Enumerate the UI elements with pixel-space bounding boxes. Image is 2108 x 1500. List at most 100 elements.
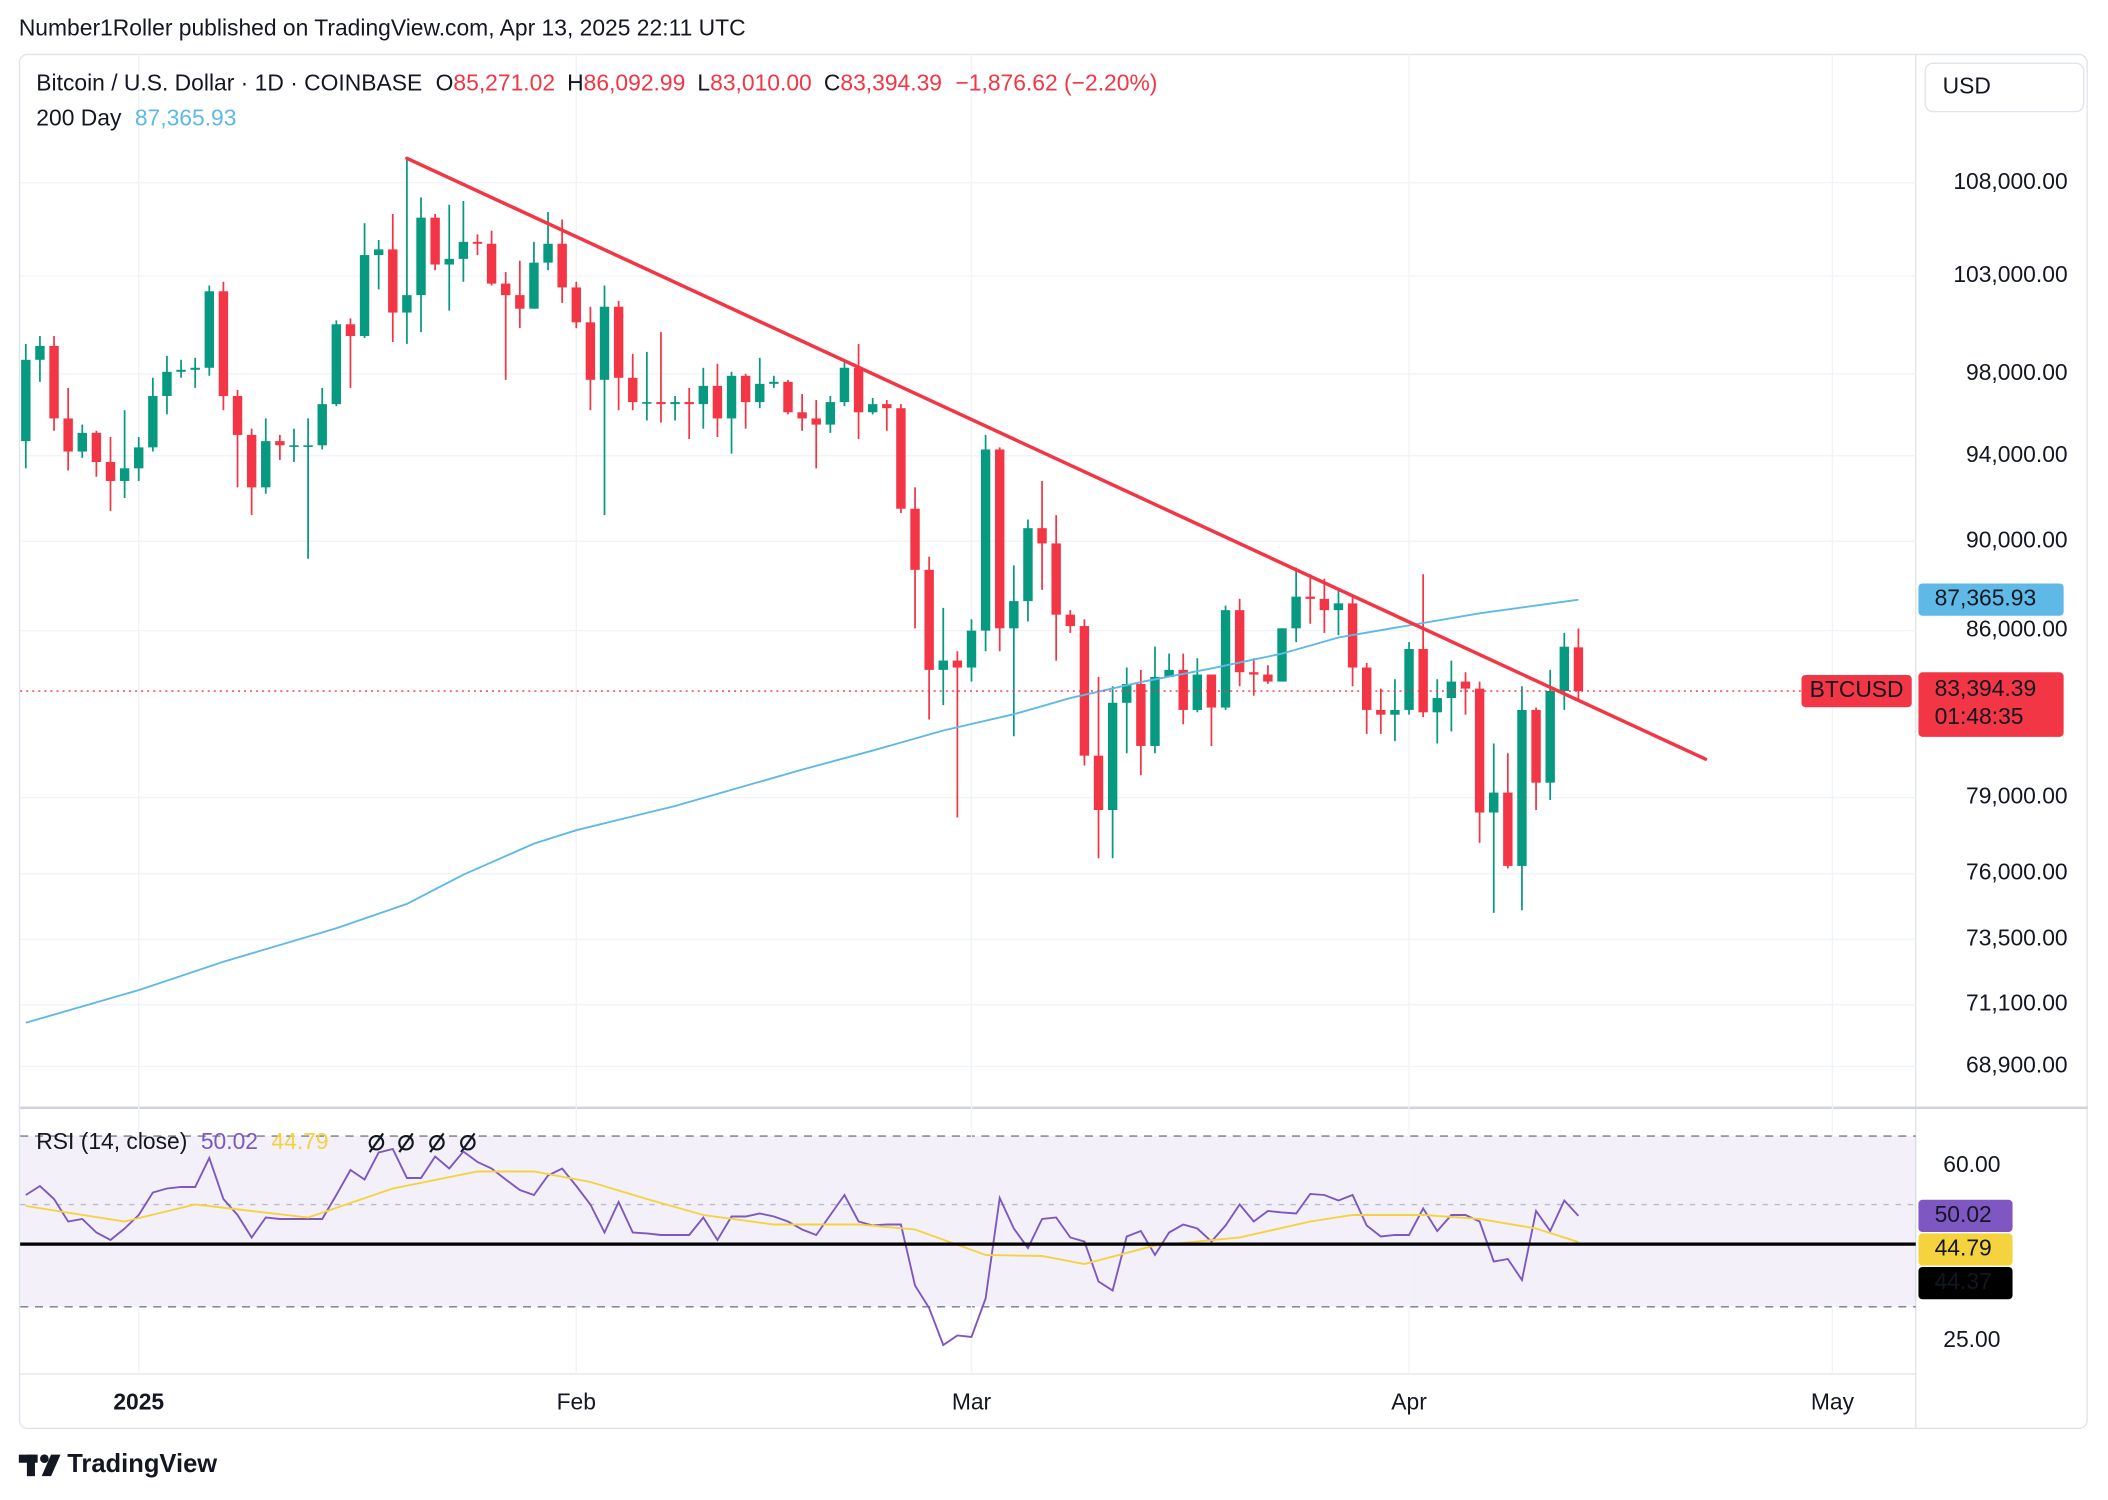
y-tick-label: 98,000.00 xyxy=(1966,359,2068,385)
candle-body xyxy=(712,385,723,419)
candle-body xyxy=(910,508,920,570)
indicator-icons xyxy=(368,1132,476,1153)
candle-body xyxy=(1178,669,1188,710)
candle-body xyxy=(1263,674,1273,682)
candle-body xyxy=(1206,674,1217,708)
candle-body xyxy=(924,569,934,670)
candle-body xyxy=(1418,648,1428,713)
rsi-tick-label: 60.00 xyxy=(1943,1151,2000,1177)
ohlc-key: C xyxy=(824,70,841,96)
ma-legend: 200 Day 87,365.93 xyxy=(36,105,236,131)
candle-body xyxy=(1023,528,1033,602)
candle-body xyxy=(853,367,864,413)
candle-body xyxy=(21,359,31,442)
candle-body xyxy=(91,432,102,463)
candle-body xyxy=(1192,674,1203,710)
moving-average-line xyxy=(25,598,1579,1024)
countdown-label: 01:48:35 xyxy=(1935,703,2024,729)
rsi-legend: RSI (14, close) 50.02 44.79 xyxy=(36,1128,328,1154)
candle-body xyxy=(656,402,666,405)
rsi-line xyxy=(25,1170,1579,1265)
y-tick-label: 68,900.00 xyxy=(1966,1052,2068,1078)
candle-body xyxy=(148,395,158,448)
y-tick-label: 90,000.00 xyxy=(1966,526,2068,552)
candle-body xyxy=(755,383,765,403)
candle-body xyxy=(740,375,751,403)
candle-body xyxy=(783,381,793,413)
candle-body xyxy=(966,630,977,668)
candle-body xyxy=(1460,681,1471,689)
candle-body xyxy=(515,295,525,309)
candle-body xyxy=(373,249,384,256)
candle-body xyxy=(698,385,709,405)
candle-body xyxy=(1531,709,1541,783)
candle-body xyxy=(599,306,610,380)
candle-body xyxy=(388,249,398,313)
candle-body xyxy=(529,262,539,309)
brand-logo xyxy=(18,1454,61,1477)
rsi-value-tag xyxy=(1918,1233,2013,1266)
candle-body xyxy=(501,283,511,296)
x-tick-label: Apr xyxy=(1391,1389,1427,1415)
candle-body xyxy=(486,243,497,284)
rsi-value-tag-label: 44.37 xyxy=(1935,1268,1992,1294)
candle-body xyxy=(825,402,836,425)
ma-tag-label: 87,365.93 xyxy=(1935,585,2037,611)
candle-body xyxy=(1277,628,1287,682)
candle-body xyxy=(204,291,215,368)
candle-body xyxy=(1319,598,1330,611)
candle-body xyxy=(571,287,581,323)
candle-body xyxy=(628,377,638,403)
symbol-title: Bitcoin / U.S. Dollar · 1D · COINBASE xyxy=(36,70,422,96)
candle-body xyxy=(1164,669,1174,677)
candle-body xyxy=(1150,676,1160,746)
currency-button[interactable] xyxy=(1924,62,2085,113)
candle-body xyxy=(458,241,469,259)
candle-body xyxy=(1220,610,1231,708)
candle-body xyxy=(190,367,200,370)
candle-body xyxy=(1333,603,1344,611)
currency-label[interactable]: USD xyxy=(1943,72,1991,98)
candle-body xyxy=(345,324,356,337)
candle-body xyxy=(670,402,680,405)
candle-body xyxy=(218,291,229,396)
candle-body xyxy=(839,367,850,403)
y-tick-label: 86,000.00 xyxy=(1966,616,2068,642)
candle-body xyxy=(642,402,652,404)
candle-body xyxy=(1009,601,1019,629)
ohlc-key: L xyxy=(697,70,710,96)
publisher-header: Number1Roller published on TradingView.c… xyxy=(19,15,746,41)
ohlc-value: 86,092.99 xyxy=(584,70,686,96)
candle-body xyxy=(896,408,906,509)
candle-body xyxy=(176,369,186,372)
candle-body xyxy=(1404,648,1414,710)
candle-body xyxy=(613,306,624,378)
candle-body xyxy=(275,441,285,446)
candle-body xyxy=(585,322,596,380)
rsi-band xyxy=(20,1136,1916,1307)
brand-name: TradingView xyxy=(67,1450,217,1478)
candle-body xyxy=(1361,667,1372,710)
rsi-line xyxy=(25,1147,1580,1347)
candle-body xyxy=(1545,690,1555,783)
candle-body xyxy=(1376,709,1386,715)
symbol-tag xyxy=(1801,674,1912,708)
rsi-value-tag-label: 50.02 xyxy=(1935,1201,1992,1227)
candle-body xyxy=(1474,688,1485,813)
y-tick-label: 103,000.00 xyxy=(1953,261,2067,287)
candle-body xyxy=(1503,792,1513,866)
candle-body xyxy=(1136,683,1146,746)
candle-body xyxy=(557,243,567,288)
candle-body xyxy=(726,375,737,419)
x-tick-label: Mar xyxy=(952,1389,992,1415)
ohlc-key: O xyxy=(436,70,454,96)
y-tick-label: 108,000.00 xyxy=(1953,168,2067,194)
candle-body xyxy=(1051,543,1061,615)
rsi-value-tag xyxy=(1918,1199,2013,1233)
candle-body xyxy=(402,295,412,313)
candle-body xyxy=(1559,646,1570,691)
y-tick-label: 71,100.00 xyxy=(1966,990,2068,1016)
x-tick-label: 2025 xyxy=(113,1389,164,1415)
